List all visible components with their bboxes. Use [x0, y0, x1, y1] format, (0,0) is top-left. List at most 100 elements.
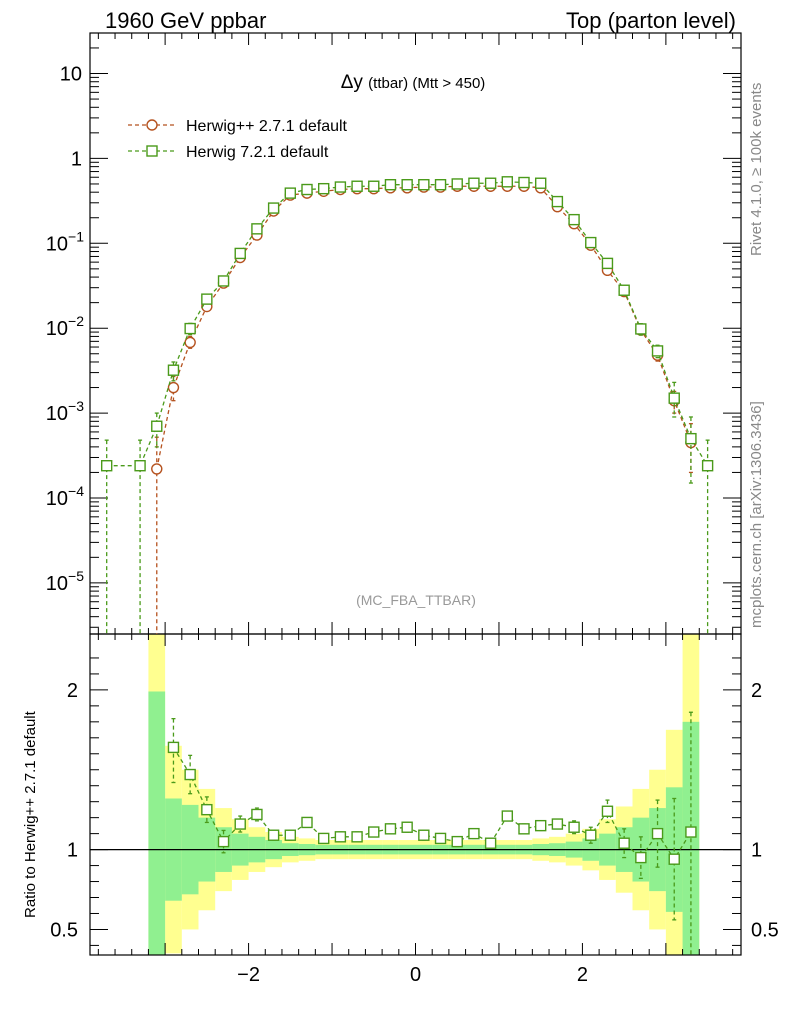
ratio-y-tick-label-right: 0.5	[751, 919, 779, 941]
main-panel: 10 1 10−1 10−2 10−3 10−4 10−5 Δy (ttbar) (Mtt >…	[46, 32, 742, 955]
data-point-square	[451, 178, 463, 190]
data-point-square	[668, 853, 680, 865]
data-point-square	[618, 837, 630, 849]
data-point-square	[601, 257, 614, 270]
data-point-square	[334, 831, 347, 843]
data-point-square	[585, 829, 597, 841]
data-point-square	[151, 420, 163, 432]
data-point-square	[184, 322, 196, 335]
data-point-square	[234, 818, 246, 830]
data-point-square	[468, 827, 480, 840]
data-point-square	[384, 823, 397, 835]
ratio-panel: −2 0 2 0.5 0.5 1 1 2 2	[50, 633, 779, 986]
data-point-square	[301, 183, 313, 196]
legend-label: Herwig++ 2.7.1 default	[186, 118, 348, 135]
data-point-square	[434, 832, 447, 845]
data-point-square	[685, 432, 697, 445]
data-point-square	[146, 145, 158, 157]
data-point-square	[701, 460, 714, 472]
data-point-square	[568, 213, 580, 226]
data-point-square	[201, 803, 213, 816]
data-point-square	[618, 284, 630, 296]
data-point-square	[284, 829, 297, 841]
data-point-square	[534, 819, 547, 832]
data-point-square	[184, 768, 196, 781]
data-point-square	[568, 821, 580, 833]
data-point-square	[468, 177, 480, 189]
data-point-square	[651, 827, 664, 840]
data-point-square	[351, 831, 363, 843]
data-point-square	[501, 810, 514, 822]
data-point-square	[668, 392, 680, 404]
ratio-y-tick-label-right: 1	[751, 840, 762, 862]
data-point-square	[234, 247, 246, 260]
ratio-y-tick-label: 0.5	[50, 919, 78, 941]
data-point-square	[251, 223, 263, 235]
x-tick-label: −2	[237, 964, 260, 986]
data-point-square	[100, 460, 113, 472]
data-point-square	[534, 177, 547, 189]
data-point-square	[284, 187, 297, 199]
series-line	[156, 185, 692, 470]
data-point-square	[368, 826, 380, 838]
data-point-square	[134, 460, 146, 472]
data-point-circle	[167, 381, 180, 394]
data-point-square	[351, 180, 363, 192]
y-tick-label: 10−3	[46, 398, 84, 425]
data-point-square	[267, 829, 280, 841]
data-point-square	[601, 805, 614, 817]
data-point-square	[635, 851, 647, 864]
data-point-square	[451, 835, 463, 848]
data-point-square	[217, 275, 230, 287]
data-point-square	[167, 741, 180, 754]
legend-label: Herwig 7.2.1 default	[186, 144, 329, 161]
data-point-square	[401, 179, 413, 191]
data-point-circle	[151, 463, 163, 475]
data-point-square	[401, 821, 413, 833]
plot-title: Δy (ttbar) (Mtt > 450)	[341, 72, 486, 93]
data-point-square	[317, 182, 330, 195]
ratio-y-tick-label: 1	[67, 840, 78, 862]
series-line	[106, 181, 709, 467]
y-tick-label: 10−2	[46, 313, 84, 340]
data-point-square	[585, 236, 597, 249]
header-process-label: Top (parton level)	[566, 8, 736, 33]
data-point-square	[685, 826, 697, 838]
x-tick-label: 2	[577, 964, 588, 986]
ratio-y-tick-label: 2	[67, 680, 78, 702]
x-tick-label: 0	[410, 964, 421, 986]
ratio-y-tick-label-right: 2	[751, 680, 762, 702]
ratio-band-green	[148, 691, 166, 955]
data-point-square	[418, 179, 430, 191]
data-point-square	[217, 835, 230, 848]
data-point-square	[484, 177, 497, 189]
y-tick-label: 10−4	[46, 483, 84, 510]
data-point-square	[368, 180, 380, 192]
data-point-square	[334, 181, 347, 193]
data-point-square	[551, 818, 564, 830]
data-point-square	[251, 808, 263, 821]
data-point-square	[635, 323, 647, 335]
data-point-square	[267, 202, 280, 214]
data-point-square	[434, 179, 447, 191]
data-point-square	[418, 829, 430, 841]
data-point-square	[167, 364, 180, 376]
data-point-circle	[146, 119, 158, 131]
plot-watermark: (MC_FBA_TTBAR)	[356, 592, 476, 608]
data-point-square	[201, 293, 213, 305]
y-tick-label: 10−1	[46, 228, 84, 255]
y-tick-label: 10−5	[46, 568, 84, 595]
data-point-square	[301, 816, 313, 829]
y-tick-label: 1	[71, 148, 82, 170]
data-point-square	[518, 823, 530, 835]
data-point-square	[518, 176, 530, 189]
data-point-square	[501, 176, 514, 188]
data-point-square	[384, 179, 397, 191]
header-energy-label: 1960 GeV ppbar	[105, 8, 267, 33]
data-point-square	[317, 832, 330, 845]
data-point-square	[551, 195, 564, 208]
data-point-square	[651, 345, 664, 357]
data-point-square	[484, 837, 497, 849]
y-tick-label: 10	[60, 64, 82, 86]
